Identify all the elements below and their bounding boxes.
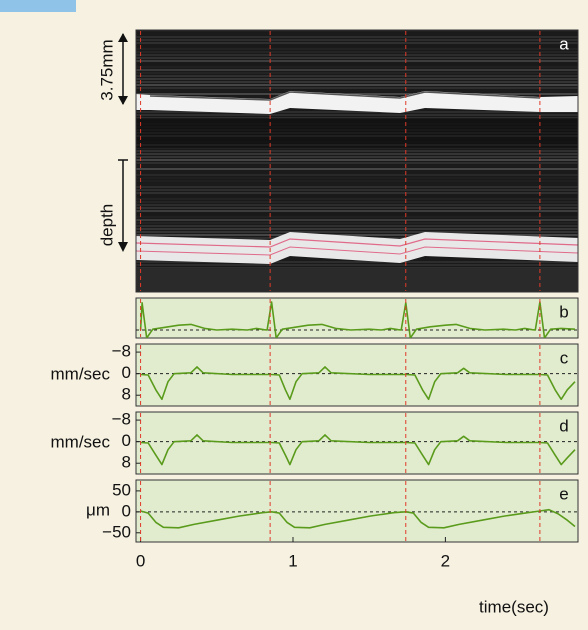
image-stripe bbox=[136, 165, 578, 167]
image-stripe bbox=[136, 57, 578, 59]
image-stripe bbox=[136, 162, 578, 164]
y-axis-label: mm/sec bbox=[51, 364, 111, 383]
image-stripe bbox=[136, 177, 578, 179]
image-stripe bbox=[136, 210, 578, 212]
y-tick-label: 0 bbox=[122, 363, 131, 382]
image-stripe bbox=[136, 81, 578, 83]
image-stripe bbox=[136, 171, 578, 173]
image-stripe bbox=[136, 63, 578, 65]
trace bbox=[140, 508, 576, 529]
x-tick-label: 1 bbox=[288, 551, 297, 570]
mmode-image bbox=[136, 30, 578, 292]
image-stripe bbox=[136, 39, 578, 41]
image-stripe bbox=[136, 198, 578, 200]
image-stripe bbox=[136, 219, 578, 221]
image-stripe bbox=[136, 186, 578, 188]
image-stripe bbox=[136, 42, 578, 44]
y-tick-label: 0 bbox=[122, 431, 131, 450]
y-tick-label: −8 bbox=[112, 410, 131, 429]
image-stripe bbox=[136, 36, 578, 38]
image-bottom bbox=[136, 268, 578, 292]
image-stripe bbox=[136, 216, 578, 218]
x-tick-label: 0 bbox=[136, 551, 145, 570]
image-stripe bbox=[136, 51, 578, 53]
y-axis-label: μm bbox=[86, 500, 110, 519]
y-axis-label: mm/sec bbox=[51, 432, 111, 451]
image-stripe bbox=[136, 48, 578, 50]
image-stripe bbox=[136, 234, 578, 236]
image-stripe bbox=[136, 69, 578, 71]
image-stripe bbox=[136, 33, 578, 35]
y-tick-label: −50 bbox=[102, 522, 131, 541]
image-stripe bbox=[136, 225, 578, 227]
arrow-head bbox=[118, 33, 128, 42]
image-stripe bbox=[136, 114, 578, 116]
image-stripe bbox=[136, 168, 578, 170]
image-stripe bbox=[136, 156, 578, 158]
bright-band bbox=[136, 91, 578, 114]
bright-band bbox=[136, 232, 578, 264]
image-stripe bbox=[136, 174, 578, 176]
image-stripe bbox=[136, 201, 578, 203]
x-tick-label: 2 bbox=[441, 551, 450, 570]
image-stripe bbox=[136, 111, 578, 113]
image-stripe bbox=[136, 207, 578, 209]
panel-label: d bbox=[559, 416, 568, 435]
band-edge bbox=[149, 91, 541, 101]
y-tick-label: 8 bbox=[122, 385, 131, 404]
image-stripe bbox=[136, 60, 578, 62]
image-stripe bbox=[136, 54, 578, 56]
image-stripe bbox=[136, 72, 578, 74]
trace bbox=[139, 301, 576, 338]
panel-label: e bbox=[559, 484, 568, 503]
image-stripe bbox=[136, 231, 578, 233]
y-tick-label: 8 bbox=[122, 453, 131, 472]
image-stripe bbox=[136, 45, 578, 47]
image-stripe bbox=[136, 228, 578, 230]
image-stripe bbox=[136, 75, 578, 77]
y-tick-label: −8 bbox=[112, 342, 131, 361]
image-stripe bbox=[136, 30, 578, 32]
y-tick-label: 0 bbox=[122, 501, 131, 520]
y-tick-label: 50 bbox=[112, 480, 131, 499]
image-stripe bbox=[136, 261, 578, 263]
image-stripe bbox=[136, 195, 578, 197]
panel-background bbox=[135, 297, 579, 339]
panel-label: b bbox=[559, 302, 568, 321]
image-stripe bbox=[136, 204, 578, 206]
annotation: depth bbox=[97, 204, 116, 247]
x-axis-label: time(sec) bbox=[479, 597, 549, 616]
image-stripe bbox=[136, 150, 578, 152]
band-line bbox=[136, 238, 578, 248]
image-stripe bbox=[136, 180, 578, 182]
panel-label: a bbox=[559, 34, 569, 53]
image-stripe bbox=[136, 159, 578, 161]
image-dark-zone bbox=[136, 118, 578, 148]
image-stripe bbox=[136, 66, 578, 68]
trace bbox=[140, 366, 576, 401]
image-stripe bbox=[136, 84, 578, 86]
image-stripe bbox=[136, 189, 578, 191]
image-stripe bbox=[136, 153, 578, 155]
image-stripe bbox=[136, 90, 578, 92]
trace bbox=[140, 434, 576, 466]
image-stripe bbox=[136, 264, 578, 266]
image-stripe bbox=[136, 222, 578, 224]
image-stripe bbox=[136, 87, 578, 89]
arrow-head bbox=[118, 96, 128, 105]
image-stripe bbox=[136, 93, 578, 95]
image-stripe bbox=[136, 78, 578, 80]
image-stripe bbox=[136, 183, 578, 185]
corner-tab bbox=[0, 0, 76, 12]
band-line bbox=[136, 246, 578, 256]
image-stripe bbox=[136, 192, 578, 194]
panel-background bbox=[135, 479, 579, 543]
image-stripe bbox=[136, 213, 578, 215]
image-frame bbox=[135, 29, 579, 293]
panel-label: c bbox=[560, 348, 569, 367]
annotation: 3.75mm bbox=[97, 39, 116, 100]
arrow-head bbox=[118, 242, 128, 252]
